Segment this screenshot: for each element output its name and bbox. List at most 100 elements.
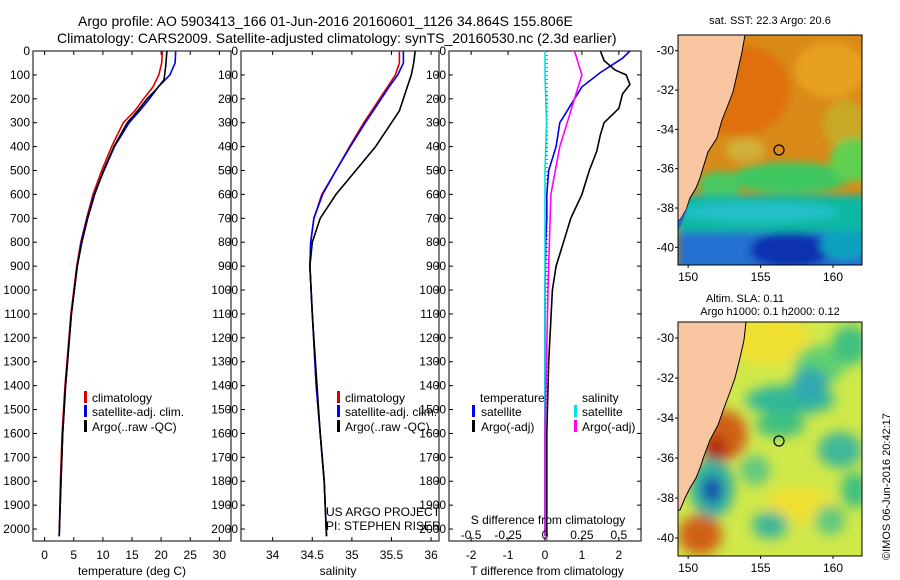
lon-tick-label: 155 <box>751 561 771 575</box>
legend-title-temperature: temperature <box>480 391 545 405</box>
lat-tick-label: -34 <box>657 122 675 136</box>
legend-label-climatology: climatology <box>345 391 405 405</box>
temperature-axes <box>32 50 232 542</box>
depth-tick-label: 900 <box>10 259 30 273</box>
depth-tick-label: 600 <box>426 187 446 201</box>
temperature-legend: climatology satellite-adj. clim. Argo(..… <box>84 391 184 434</box>
lat-tick-label: -40 <box>657 240 675 254</box>
legend-label-satellite: satellite-adj. clim. <box>345 405 437 419</box>
temperature-depth-ticks: 0 100 200 300 400 500 600 700 800 900 1000 1100 1200… <box>3 44 231 536</box>
x-tick-label: 34 <box>266 548 280 562</box>
difference-panel: 0100200300400500600700800900100011001200… <box>419 44 642 578</box>
difference-depth-ticks: 0 100 200 300 400 500 600 700 800 900 1000 1100 1200… <box>419 44 641 536</box>
salinity-axes <box>240 50 440 542</box>
figure-title-line2: Climatology: CARS2009. Satellite-adjuste… <box>57 30 617 46</box>
s-tick-label: -0.5 <box>461 528 482 542</box>
depth-tick-label: 1100 <box>4 307 30 321</box>
lat-tick-label: -36 <box>657 162 675 176</box>
difference-lines <box>544 50 631 537</box>
s-difference-label: S difference from climatology <box>471 513 626 527</box>
sst-map-title: sat. SST: 22.3 Argo: 20.6 <box>709 15 831 27</box>
legend-swatch-s-satellite <box>574 405 577 417</box>
project-annotation: US ARGO PROJECT <box>326 505 441 519</box>
sla-map-title-line1: Altim. SLA: 0.11 <box>706 293 784 305</box>
depth-tick-label: 700 <box>426 211 446 225</box>
lat-tick-label: -40 <box>657 531 675 545</box>
temperature-x-ticks: 0 5 10 15 20 25 30 <box>41 51 226 562</box>
depth-tick-label: 1100 <box>212 307 238 321</box>
legend-swatch-argo <box>84 420 87 432</box>
series-s-argo-adj <box>544 50 583 537</box>
legend-label-s-argo: Argo(-adj) <box>582 420 635 434</box>
x-tick-label: 10 <box>96 548 110 562</box>
depth-tick-label: 1800 <box>419 474 446 488</box>
depth-tick-label: 300 <box>426 116 446 130</box>
x-tick-label: 35.5 <box>380 548 404 562</box>
depth-tick-label: 200 <box>426 92 446 106</box>
lat-tick-label: -32 <box>657 83 675 97</box>
lat-tick-label: -36 <box>657 451 675 465</box>
difference-x-ticks: -2 -1 0 1 2 <box>466 51 623 562</box>
legend-swatch-climatology <box>84 391 87 403</box>
legend-label-argo: Argo(..raw -QC) <box>345 420 430 434</box>
salinity-lines <box>309 50 416 537</box>
depth-tick-label: 600 <box>10 187 30 201</box>
depth-tick-label: 1700 <box>3 450 30 464</box>
series-t-argo-adj <box>545 50 631 537</box>
legend-label-argo: Argo(..raw -QC) <box>92 420 177 434</box>
x-tick-label: -2 <box>466 548 477 562</box>
depth-tick-label: 900 <box>426 259 446 273</box>
depth-tick-label: 1700 <box>419 450 446 464</box>
legend-swatch-satellite <box>84 405 87 417</box>
x-tick-label: 15 <box>125 548 139 562</box>
legend-title-salinity: salinity <box>582 391 619 405</box>
s-tick-label: 0.5 <box>611 528 628 542</box>
depth-tick-label: 1800 <box>211 474 238 488</box>
x-tick-label: -1 <box>503 548 514 562</box>
x-tick-label: 25 <box>184 548 198 562</box>
x-tick-label: 20 <box>154 548 168 562</box>
x-tick-label: 36 <box>424 548 438 562</box>
x-tick-label: 0 <box>41 548 48 562</box>
lon-tick-label: 160 <box>823 270 843 284</box>
salinity-panel: 0 100 200 300 400 500 600 700 800 900 1000 1100 1200… <box>211 44 441 578</box>
depth-tick-label: 1600 <box>3 426 30 440</box>
legend-label-t-satellite: satellite <box>481 405 522 419</box>
argo-float-marker <box>773 144 785 156</box>
depth-tick-label: 700 <box>10 211 30 225</box>
depth-tick-label: 700 <box>218 211 238 225</box>
figure-title-line1: Argo profile: AO 5903413_166 01-Jun-2016… <box>78 13 573 29</box>
depth-tick-label: 400 <box>426 140 446 154</box>
legend-label-s-satellite: satellite <box>582 405 623 419</box>
depth-tick-label: 1000 <box>419 283 446 297</box>
x-tick-label: 0 <box>542 548 549 562</box>
sla-map-ticks: -30 -32 -34 -36 -38 -40 150 155 160 <box>657 331 844 575</box>
temperature-xlabel: temperature (deg C) <box>78 564 186 578</box>
depth-tick-label: 300 <box>218 116 238 130</box>
x-tick-label: 1 <box>579 548 586 562</box>
depth-tick-label: 1400 <box>3 379 30 393</box>
depth-tick-label: 1000 <box>3 283 30 297</box>
lat-tick-label: -32 <box>657 371 675 385</box>
depth-tick-label: 1500 <box>211 403 238 417</box>
depth-tick-label: 600 <box>218 187 238 201</box>
depth-tick-label: 900 <box>218 259 238 273</box>
x-tick-label: 35 <box>345 548 359 562</box>
lat-tick-label: -34 <box>657 411 675 425</box>
pi-annotation: PI: STEPHEN RISER <box>326 519 441 533</box>
depth-tick-label: 500 <box>10 164 30 178</box>
depth-tick-label: 800 <box>218 235 238 249</box>
lon-tick-label: 150 <box>678 561 698 575</box>
t-difference-xlabel: T difference from climatology <box>470 564 624 578</box>
sla-map: Altim. SLA: 0.11 Argo h1000: 0.1 h2000: … <box>657 293 863 575</box>
x-tick-label: 30 <box>213 548 227 562</box>
depth-tick-label: 0 <box>23 44 30 58</box>
salinity-legend: climatology satellite-adj. clim. Argo(..… <box>337 391 437 434</box>
depth-tick-label: 1900 <box>3 498 30 512</box>
depth-tick-label: 400 <box>218 140 238 154</box>
depth-tick-label: 0 <box>439 44 446 58</box>
lon-tick-label: 150 <box>678 270 698 284</box>
temperature-panel: 0100200300400500600700800900100011001200… <box>3 44 232 578</box>
depth-tick-label: 800 <box>10 235 30 249</box>
